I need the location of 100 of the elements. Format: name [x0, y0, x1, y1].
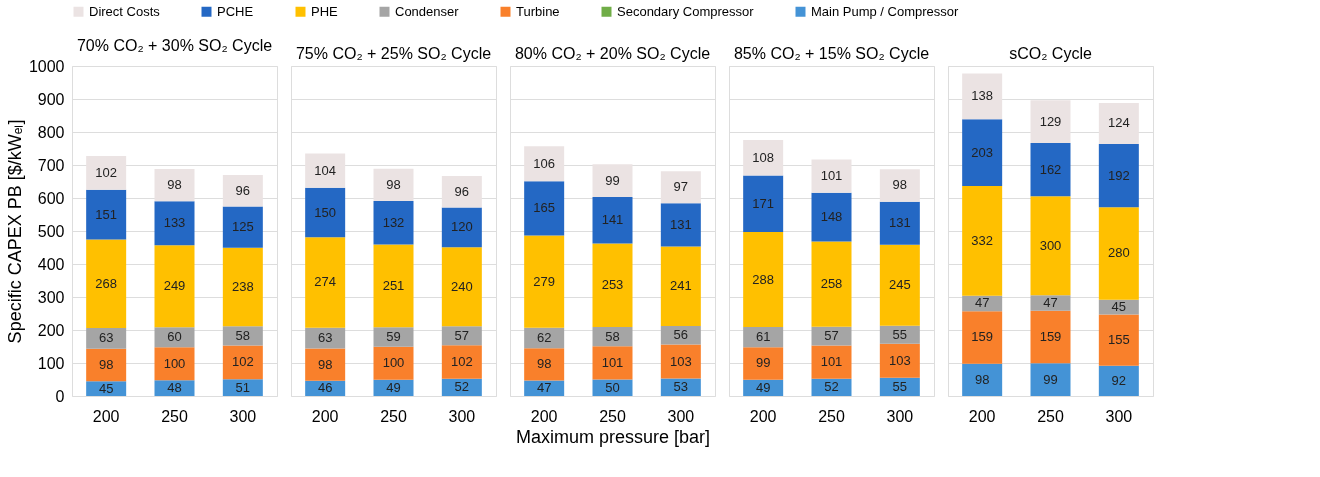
data-label: 98	[892, 177, 908, 193]
data-label: 100	[163, 355, 186, 371]
data-label: 62	[536, 329, 552, 345]
data-label: 125	[231, 219, 254, 235]
bar	[441, 326, 482, 346]
data-label: 45	[1111, 299, 1127, 315]
bar	[1098, 143, 1139, 208]
bar	[660, 246, 701, 327]
bar	[86, 348, 127, 382]
bar	[86, 239, 127, 329]
data-label: 101	[820, 354, 843, 370]
bar	[1098, 365, 1139, 396]
data-label: 131	[888, 215, 911, 231]
bar	[154, 327, 195, 348]
data-label: 102	[95, 164, 118, 180]
data-label: 98	[974, 371, 990, 387]
data-label: 56	[673, 327, 689, 343]
bar	[660, 203, 701, 247]
data-label: 61	[755, 329, 771, 345]
data-label: 47	[1043, 295, 1058, 311]
bar	[879, 201, 920, 245]
bar	[1098, 102, 1139, 144]
bar	[222, 174, 263, 207]
bar	[811, 159, 852, 193]
data-label: 159	[971, 329, 994, 345]
data-label: 165	[533, 200, 556, 216]
data-label: 249	[163, 278, 186, 294]
y-tick-label: 500	[37, 222, 65, 240]
x-tick-label: 300	[1105, 407, 1133, 425]
x-tick-label: 250	[380, 407, 407, 425]
bar	[524, 348, 565, 381]
bar	[222, 206, 263, 248]
x-tick-label: 300	[667, 407, 695, 425]
bar	[962, 119, 1003, 187]
bar	[86, 189, 127, 240]
bar	[743, 231, 784, 328]
data-label: 92	[1111, 372, 1127, 388]
legend-label: PHE	[311, 3, 339, 19]
y-tick-label: 100	[37, 354, 65, 372]
data-label: 46	[317, 380, 333, 396]
data-label: 96	[235, 182, 251, 198]
bar	[305, 348, 346, 381]
bar	[222, 379, 263, 396]
data-label: 53	[673, 379, 689, 395]
chart-title: 70% CO₂ + 30% SO₂ Cycle	[76, 37, 273, 54]
data-label: 238	[231, 279, 254, 295]
bar	[743, 139, 784, 176]
data-label: 47	[974, 295, 990, 311]
y-tick-label: 0	[55, 387, 65, 405]
bar	[592, 346, 633, 380]
data-label: 120	[450, 219, 473, 235]
bar	[592, 164, 633, 198]
bar	[1098, 314, 1139, 366]
data-label: 60	[167, 329, 182, 345]
data-label: 138	[971, 88, 994, 104]
data-label: 100	[382, 355, 405, 371]
data-label: 106	[533, 155, 556, 171]
bar	[222, 247, 263, 327]
data-label: 171	[752, 195, 775, 211]
data-label: 280	[1107, 245, 1130, 261]
bar	[660, 344, 701, 379]
bar	[1030, 363, 1071, 396]
data-label: 52	[824, 379, 839, 395]
data-label: 98	[317, 356, 333, 372]
legend-label: PCHE	[217, 3, 254, 19]
bar	[879, 343, 920, 378]
data-label: 99	[605, 172, 620, 188]
y-tick-label: 700	[37, 156, 65, 174]
bar	[524, 181, 565, 236]
bar	[811, 345, 852, 379]
data-label: 63	[317, 330, 333, 346]
data-label: 58	[605, 328, 620, 344]
bar	[962, 311, 1003, 364]
data-label: 279	[533, 273, 556, 289]
y-tick-label: 200	[37, 321, 65, 339]
data-label: 141	[601, 212, 624, 228]
bar	[1030, 295, 1071, 311]
data-label: 47	[536, 380, 552, 396]
data-label: 108	[752, 149, 775, 165]
bar	[373, 327, 414, 347]
x-tick-label: 200	[311, 407, 339, 425]
bar	[524, 235, 565, 328]
bar	[86, 156, 127, 190]
data-label: 332	[971, 232, 994, 248]
y-tick-label: 300	[37, 288, 65, 306]
data-label: 131	[669, 216, 692, 232]
legend-label: Turbine	[516, 3, 560, 19]
bar	[743, 327, 784, 348]
data-label: 96	[454, 183, 470, 199]
data-label: 63	[98, 330, 114, 346]
legend-label: Secondary Compressor	[617, 3, 755, 19]
bar	[373, 244, 414, 328]
data-label: 133	[163, 215, 186, 231]
data-label: 101	[820, 168, 843, 184]
chart-title: sCO₂ Cycle	[1009, 45, 1092, 62]
y-axis-title: Specific CAPEX PB [$/kWₑₗ]	[4, 119, 25, 344]
data-label: 49	[386, 379, 401, 395]
data-label: 300	[1039, 237, 1062, 253]
data-label: 103	[669, 353, 692, 369]
data-label: 103	[888, 352, 911, 368]
